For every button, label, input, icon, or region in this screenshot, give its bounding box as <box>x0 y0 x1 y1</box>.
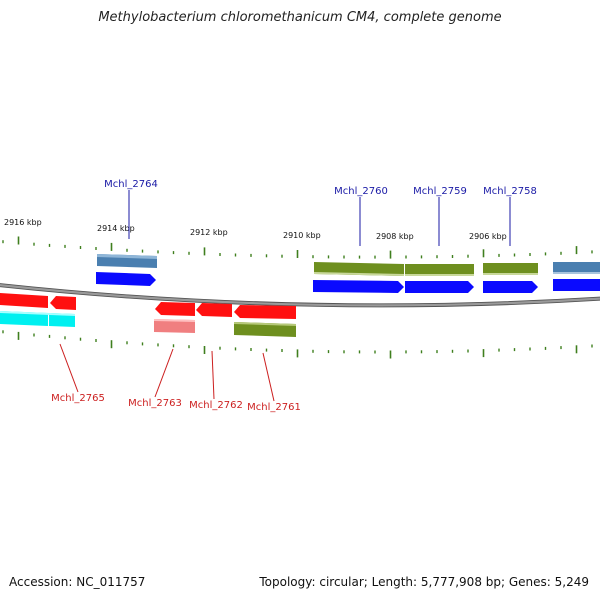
feature-mchl-2758-cds[interactable] <box>483 281 538 293</box>
feature-mchl-2758-gene[interactable] <box>483 263 538 275</box>
scale-ticks-outer <box>2 236 593 259</box>
kbp-label-2910: 2910 kbp <box>283 231 321 240</box>
label-mchl-2761[interactable]: Mchl_2761 <box>247 402 301 413</box>
label-mchl-2764[interactable]: Mchl_2764 <box>104 179 158 190</box>
kbp-label-2906: 2906 kbp <box>469 232 507 241</box>
genome-backbone <box>0 283 600 307</box>
label-mchl-2763[interactable]: Mchl_2763 <box>128 398 182 409</box>
feature-offscreen-blue-cds[interactable] <box>553 279 600 291</box>
genome-title: Methylobacterium chloromethanicum CM4, c… <box>98 10 502 25</box>
kbp-label-2916: 2916 kbp <box>4 218 42 227</box>
label-mchl-2762[interactable]: Mchl_2762 <box>189 400 243 411</box>
label-mchl-2758[interactable]: Mchl_2758 <box>483 186 537 197</box>
feature-mchl-2764-gene[interactable] <box>97 254 157 268</box>
label-mchl-2765[interactable]: Mchl_2765 <box>51 393 105 404</box>
feature-mchl-2760-cds[interactable] <box>313 280 404 293</box>
feature-mchl-2765-rna[interactable] <box>0 311 75 327</box>
accession-text: Accession: NC_011757 <box>9 575 146 589</box>
feature-offscreen-steel-gene[interactable] <box>553 262 600 274</box>
kbp-label-2908: 2908 kbp <box>376 232 414 241</box>
feature-mchl-2763-cds[interactable] <box>155 302 195 316</box>
feature-mchl-2763-rna[interactable] <box>154 319 195 333</box>
kbp-label-2914: 2914 kbp <box>97 224 135 233</box>
kbp-label-2912: 2912 kbp <box>190 228 228 237</box>
feature-mchl-2765-cds-a[interactable] <box>0 293 48 308</box>
top-callout-lines <box>128 190 511 246</box>
topology-text: Topology: circular; Length: 5,777,908 bp… <box>259 575 589 589</box>
feature-mchl-2764-cds[interactable] <box>96 272 156 286</box>
feature-mchl-2762-cds[interactable] <box>196 303 232 317</box>
feature-mchl-2760-gene[interactable] <box>314 262 404 276</box>
feature-mchl-2761-cds[interactable] <box>234 305 296 319</box>
feature-mchl-2759-cds[interactable] <box>405 281 474 293</box>
feature-mchl-2759-gene[interactable] <box>405 264 474 276</box>
feature-mchl-2765-cds-b[interactable] <box>50 296 76 310</box>
label-mchl-2759[interactable]: Mchl_2759 <box>413 186 467 197</box>
scale-ticks-inner <box>2 330 593 359</box>
feature-mchl-2761-gene[interactable] <box>234 322 296 337</box>
label-mchl-2760[interactable]: Mchl_2760 <box>334 186 388 197</box>
bottom-callout-lines <box>59 343 275 402</box>
